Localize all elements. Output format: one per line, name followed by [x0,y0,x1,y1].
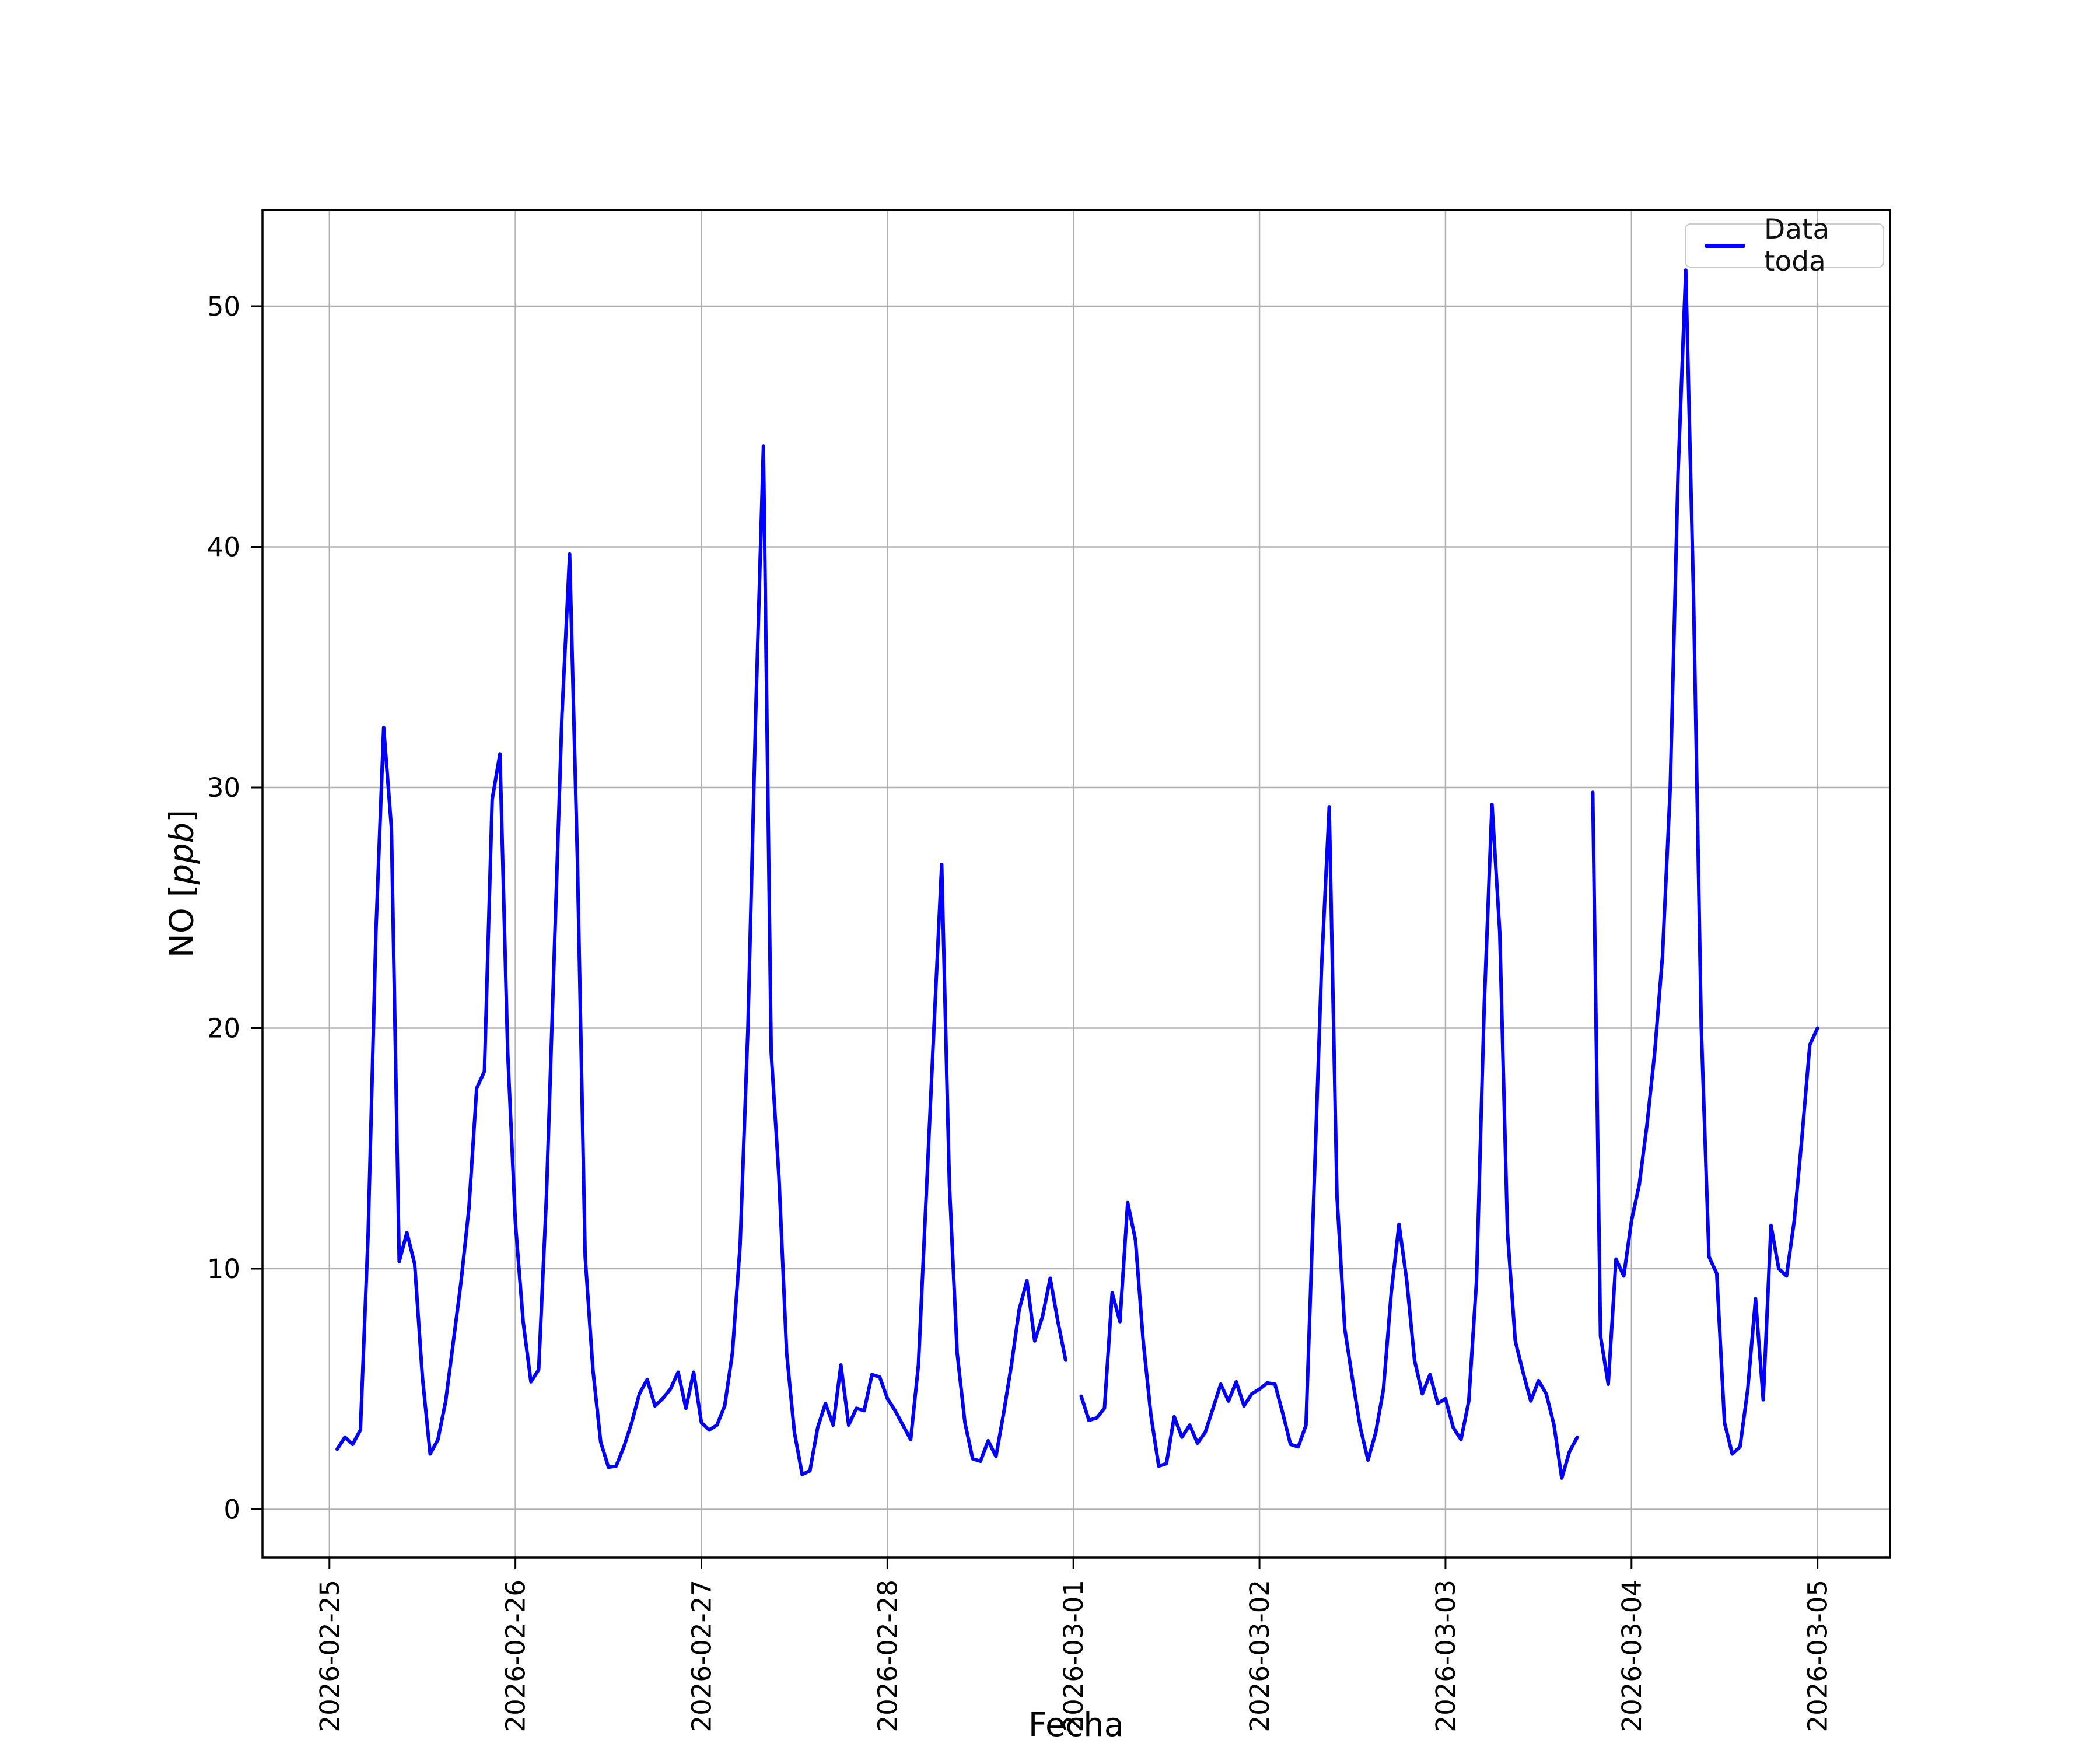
legend-label: Data toda [1764,214,1830,278]
legend: Data toda [1685,214,1884,278]
y-tick-label: 20 [207,1013,240,1044]
y-tick-label: 30 [207,772,240,803]
y-tick-label: 40 [207,532,240,563]
y-tick-label: 0 [223,1494,240,1525]
x-tick-label: 2026-02-27 [687,1580,718,1732]
x-tick-label: 2026-03-05 [1803,1580,1833,1732]
x-axis-label: Fecha [1028,1706,1125,1744]
y-tick-label: 50 [207,291,240,322]
y-tick-label: 10 [207,1254,240,1284]
x-tick-label: 2026-03-04 [1616,1580,1647,1732]
x-tick-label: 2026-02-28 [872,1580,903,1732]
legend-line-sample [1704,243,1746,248]
y-axis-label: NO [ppb] [163,809,201,958]
x-tick-label: 2026-02-26 [501,1580,531,1732]
x-tick-label: 2026-03-02 [1244,1580,1275,1732]
x-tick-label: 2026-02-25 [314,1580,345,1732]
x-tick-label: 2026-03-01 [1058,1580,1089,1732]
x-tick-label: 2026-03-03 [1430,1580,1461,1732]
